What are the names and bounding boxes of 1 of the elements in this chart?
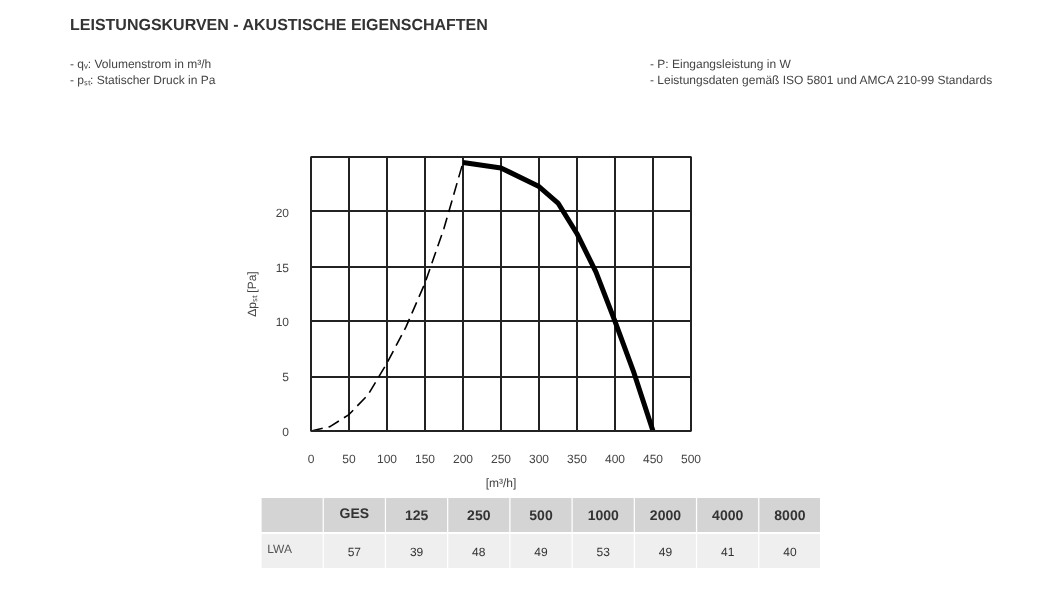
- chart-title: LEISTUNGSKURVEN - AKUSTISCHE EIGENSCHAFTEN: [70, 14, 488, 37]
